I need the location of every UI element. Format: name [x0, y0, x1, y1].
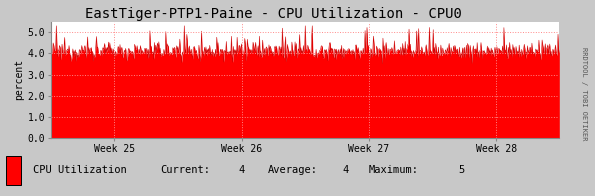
- Text: EastTiger-PTP1-Paine - CPU Utilization - CPU0: EastTiger-PTP1-Paine - CPU Utilization -…: [85, 7, 462, 21]
- Text: RRDTOOL / TOBI OETIKER: RRDTOOL / TOBI OETIKER: [581, 47, 587, 141]
- Y-axis label: percent: percent: [15, 59, 24, 100]
- Text: Maximum:: Maximum:: [369, 164, 419, 175]
- Text: Average:: Average:: [268, 164, 318, 175]
- Text: 5: 5: [458, 164, 465, 175]
- Text: 4: 4: [238, 164, 245, 175]
- FancyBboxPatch shape: [6, 156, 21, 185]
- Text: 4: 4: [342, 164, 349, 175]
- Text: CPU Utilization: CPU Utilization: [33, 164, 127, 175]
- Text: Current:: Current:: [161, 164, 211, 175]
